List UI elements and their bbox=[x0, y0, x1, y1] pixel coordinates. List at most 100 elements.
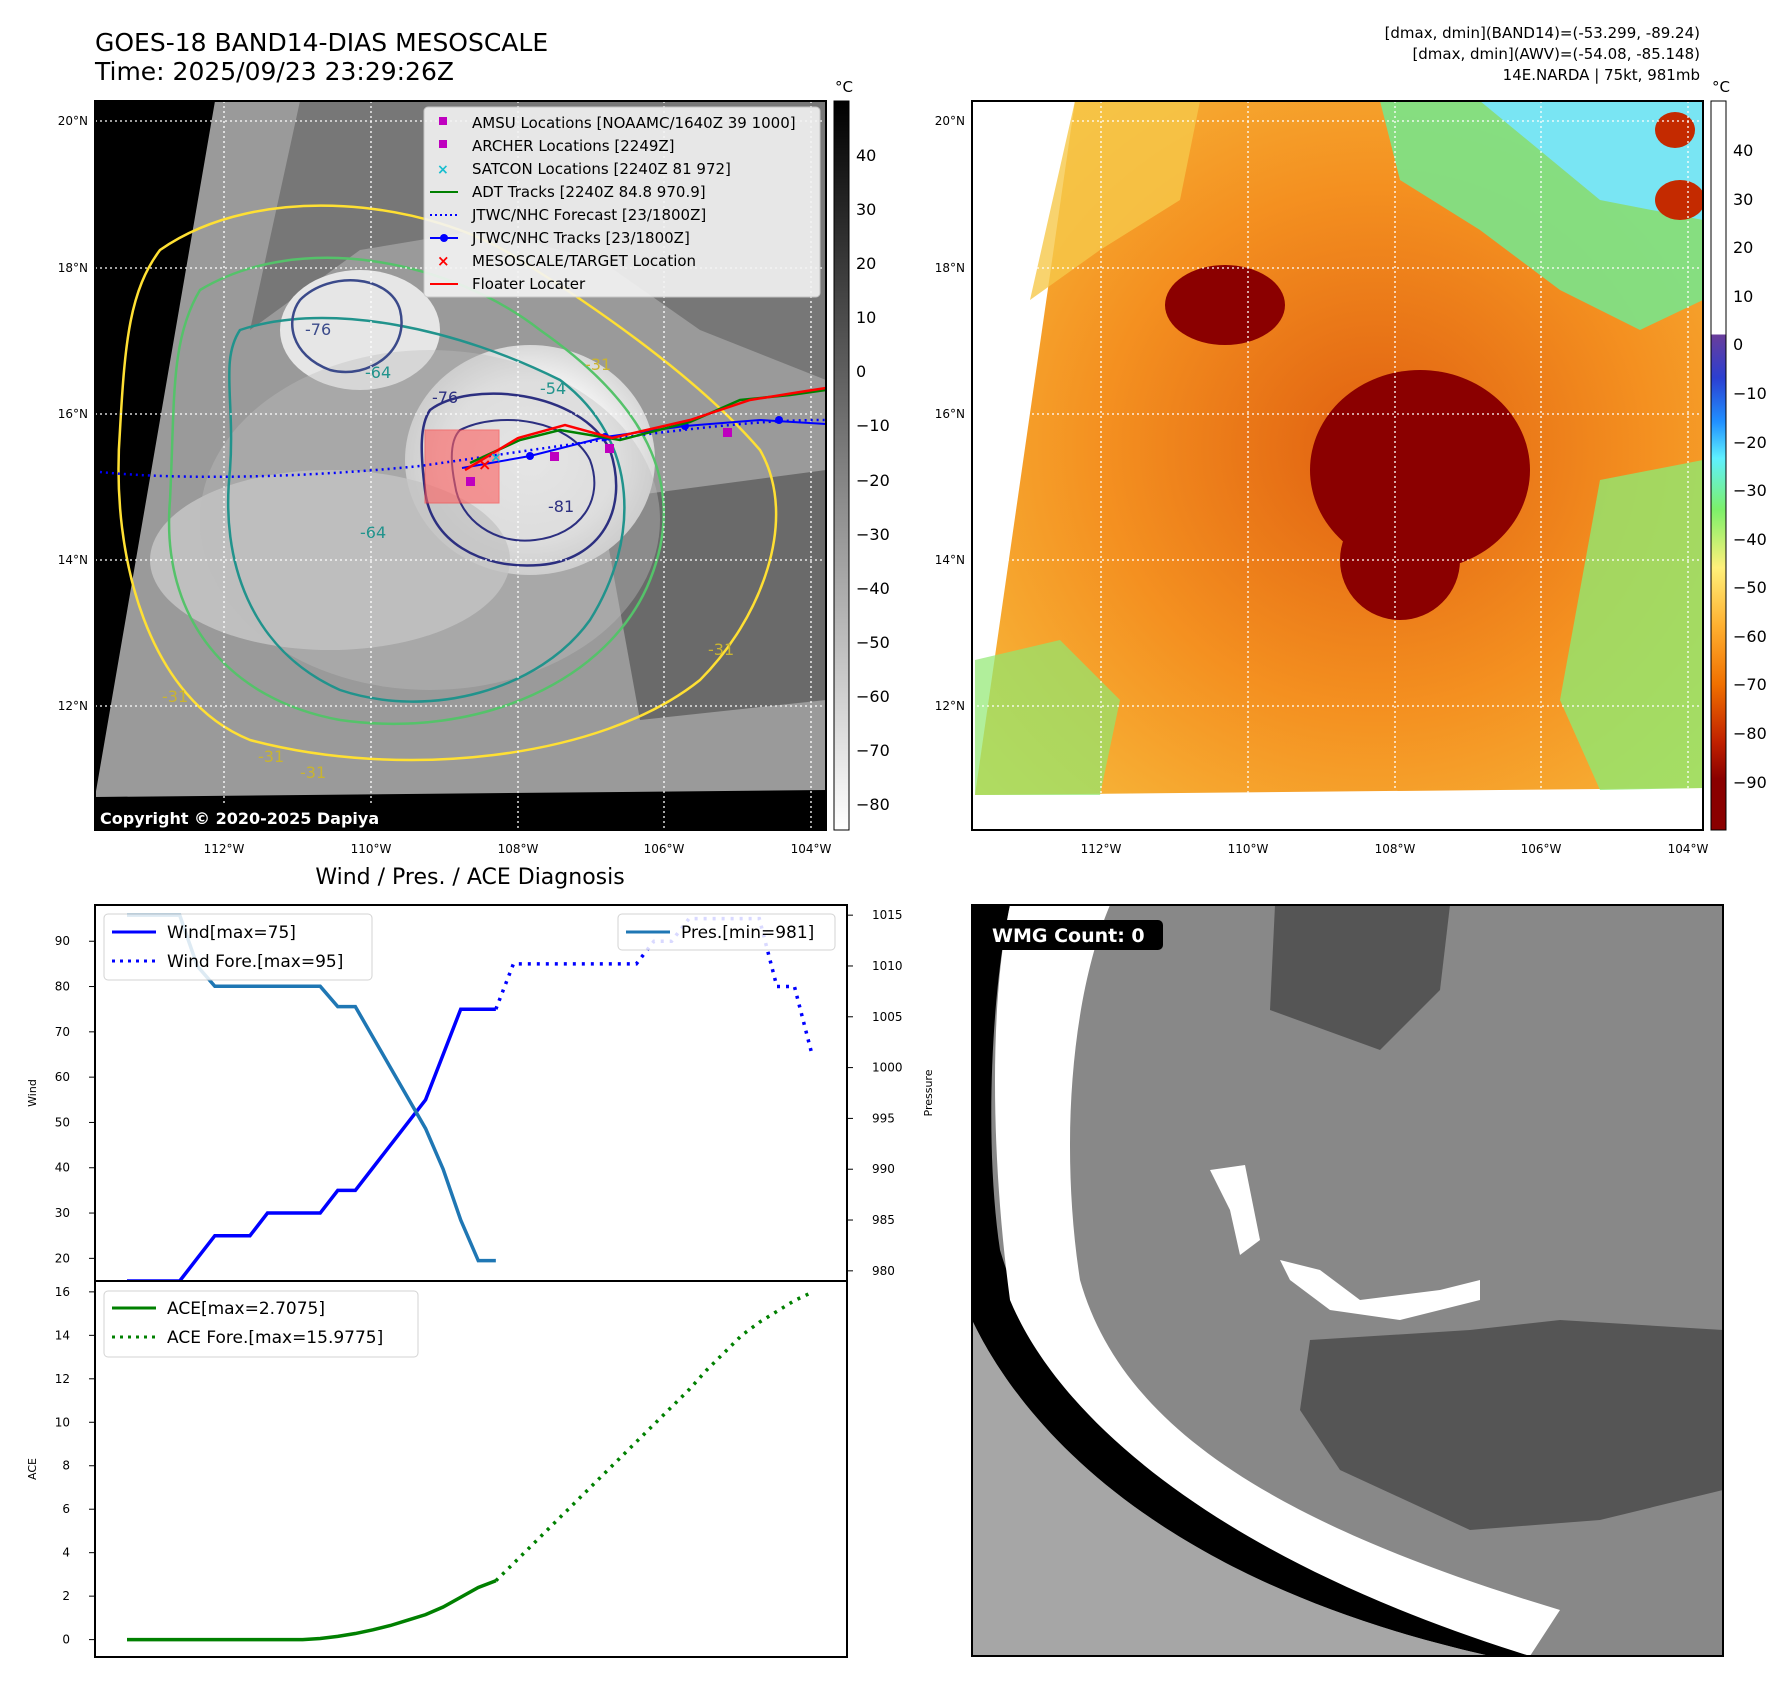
svg-text:−70: −70 bbox=[856, 741, 890, 760]
svg-text:°C: °C bbox=[835, 78, 853, 96]
svg-text:-76: -76 bbox=[305, 320, 331, 339]
svg-text:104°W: 104°W bbox=[1668, 842, 1709, 856]
svg-text:°C: °C bbox=[1712, 78, 1730, 96]
svg-text:14°N: 14°N bbox=[935, 553, 965, 567]
svg-text:−50: −50 bbox=[856, 633, 890, 652]
svg-text:SATCON Locations [2240Z 81 972: SATCON Locations [2240Z 81 972] bbox=[472, 160, 731, 178]
svg-text:−40: −40 bbox=[856, 579, 890, 598]
ace-ytick-label: 12 bbox=[55, 1372, 70, 1386]
map2-lat-ticks: 20°N 18°N 16°N 14°N 12°N bbox=[935, 114, 965, 713]
gray-colorbar: °C 40 30 20 10 0 −10 −20 −30 −40 −50 −60… bbox=[833, 78, 890, 831]
svg-text:−60: −60 bbox=[856, 687, 890, 706]
ace-legend: ACE[max=2.7075] ACE Fore.[max=15.9775] bbox=[103, 1290, 419, 1358]
floater-track bbox=[464, 386, 826, 472]
cloud-top-north bbox=[280, 270, 440, 390]
wind-ytick-label: 30 bbox=[55, 1206, 70, 1220]
ir-grayscale-map: × × -76 -64 -31 -54 -76 -81 -64 -31 -31 … bbox=[58, 100, 832, 856]
gray-colorbar-ticks: 40 30 20 10 0 −10 −20 −30 −40 −50 −60 −7… bbox=[856, 146, 890, 814]
svg-text:−30: −30 bbox=[856, 525, 890, 544]
legend-ace-forecast: ACE Fore.[max=15.9775] bbox=[167, 1328, 383, 1348]
ace-ytick-label: 4 bbox=[62, 1546, 70, 1560]
legend-amsu-marker bbox=[439, 117, 447, 125]
pressure-ytick-label: 1010 bbox=[872, 959, 903, 973]
wind-ytick-label: 70 bbox=[55, 1025, 70, 1039]
stats-storm: 14E.NARDA | 75kt, 981mb bbox=[1503, 66, 1700, 84]
figure-time: Time: 2025/09/23 23:29:26Z bbox=[94, 57, 454, 86]
contour-64 bbox=[226, 316, 626, 703]
wind-ytick-label: 40 bbox=[55, 1161, 70, 1175]
svg-text:-76: -76 bbox=[432, 388, 458, 407]
svg-text:×: × bbox=[437, 162, 449, 178]
ace-axis-label: ACE bbox=[26, 1458, 39, 1480]
svg-text:−20: −20 bbox=[1733, 433, 1767, 452]
svg-text:×: × bbox=[478, 455, 491, 474]
stats-awv: [dmax, dmin](AWV)=(-54.08, -85.148) bbox=[1412, 45, 1700, 63]
svg-text:−70: −70 bbox=[1733, 675, 1767, 694]
svg-text:ADT Tracks [2240Z 84.8 970.9]: ADT Tracks [2240Z 84.8 970.9] bbox=[472, 183, 706, 201]
svg-text:20°N: 20°N bbox=[935, 114, 965, 128]
wind-ytick-label: 90 bbox=[55, 934, 70, 948]
svg-text:104°W: 104°W bbox=[791, 842, 832, 856]
legend-pressure: Pres.[min=981] bbox=[681, 923, 814, 943]
svg-text:20°N: 20°N bbox=[58, 114, 88, 128]
ace-ytick-label: 14 bbox=[55, 1328, 70, 1342]
wind-ytick-label: 50 bbox=[55, 1115, 70, 1129]
map1-lon-ticks: 112°W 110°W 108°W 106°W 104°W bbox=[204, 842, 832, 856]
wmg-dark-north bbox=[1270, 905, 1450, 1050]
wmg-count-label: WMG Count: 0 bbox=[992, 925, 1145, 947]
wmg-black-band bbox=[972, 905, 1530, 1656]
svg-text:12°N: 12°N bbox=[58, 699, 88, 713]
svg-text:10: 10 bbox=[856, 308, 876, 327]
svg-text:×: × bbox=[437, 252, 450, 270]
svg-text:-64: -64 bbox=[365, 363, 391, 382]
pressure-ytick-label: 990 bbox=[872, 1162, 895, 1176]
svg-text:110°W: 110°W bbox=[1228, 842, 1269, 856]
map2-gridlines bbox=[972, 101, 1703, 830]
wind-pressure-chart: 20 30 40 50 60 70 80 90 980 985 990 995 1000 1005 1010… bbox=[26, 904, 935, 1283]
svg-text:MESOSCALE/TARGET Location: MESOSCALE/TARGET Location bbox=[472, 252, 696, 270]
floater-box bbox=[424, 429, 500, 504]
svg-text:112°W: 112°W bbox=[1081, 842, 1122, 856]
pressure-ytick-label: 985 bbox=[872, 1213, 895, 1227]
ace-ytick-label: 8 bbox=[62, 1459, 70, 1473]
svg-text:108°W: 108°W bbox=[1375, 842, 1416, 856]
svg-text:106°W: 106°W bbox=[1521, 842, 1562, 856]
svg-text:30: 30 bbox=[856, 200, 876, 219]
svg-text:-31: -31 bbox=[162, 687, 188, 706]
svg-text:Floater Locater: Floater Locater bbox=[472, 275, 586, 293]
copyright-label: Copyright © 2020-2025 Dapiya bbox=[100, 809, 379, 828]
color-colorbar: °C 40 30 20 10 0 −10 −20 −30 −40 −50 −60… bbox=[1710, 78, 1767, 831]
svg-text:108°W: 108°W bbox=[498, 842, 539, 856]
map-legend: AMSU Locations [NOAAMC/1640Z 39 1000] AR… bbox=[423, 106, 821, 298]
svg-text:AMSU Locations [NOAAMC/1640Z 3: AMSU Locations [NOAAMC/1640Z 39 1000] bbox=[472, 114, 796, 132]
svg-text:30: 30 bbox=[1733, 190, 1753, 209]
svg-text:JTWC/NHC Forecast [23/1800Z]: JTWC/NHC Forecast [23/1800Z] bbox=[471, 206, 706, 224]
forecast-track bbox=[99, 418, 826, 479]
svg-text:16°N: 16°N bbox=[935, 407, 965, 421]
ace-ytick-label: 16 bbox=[55, 1285, 70, 1299]
contour-76-north bbox=[291, 279, 403, 374]
wind-ytick-label: 80 bbox=[55, 980, 70, 994]
svg-text:−60: −60 bbox=[1733, 627, 1767, 646]
wind-ytick-label: 60 bbox=[55, 1070, 70, 1084]
ace-ytick-label: 2 bbox=[62, 1589, 70, 1603]
svg-text:18°N: 18°N bbox=[935, 261, 965, 275]
legend-wind-forecast: Wind Fore.[max=95] bbox=[167, 952, 343, 972]
wmg-frame bbox=[971, 904, 1724, 1657]
svg-text:−90: −90 bbox=[1733, 773, 1767, 792]
svg-text:20: 20 bbox=[1733, 238, 1753, 257]
contour-76 bbox=[420, 392, 618, 567]
series-ace bbox=[127, 1579, 497, 1642]
ace-chart: 0 2 4 6 8 10 12 14 16 ACE ACE[max=2.7075] ACE Fo… bbox=[26, 1280, 848, 1658]
svg-text:-64: -64 bbox=[360, 523, 386, 542]
wmg-white-band bbox=[995, 905, 1560, 1656]
svg-text:−40: −40 bbox=[1733, 530, 1767, 549]
diagnosis-title: Wind / Pres. / ACE Diagnosis bbox=[315, 865, 624, 890]
ir-color-map: 20°N 18°N 16°N 14°N 12°N 112°W 110°W 108… bbox=[935, 100, 1709, 856]
svg-text:-31: -31 bbox=[585, 355, 611, 374]
svg-text:112°W: 112°W bbox=[204, 842, 245, 856]
svg-text:ARCHER Locations [2249Z]: ARCHER Locations [2249Z] bbox=[472, 137, 675, 155]
ace-ytick-label: 0 bbox=[62, 1633, 70, 1647]
svg-text:−10: −10 bbox=[856, 416, 890, 435]
